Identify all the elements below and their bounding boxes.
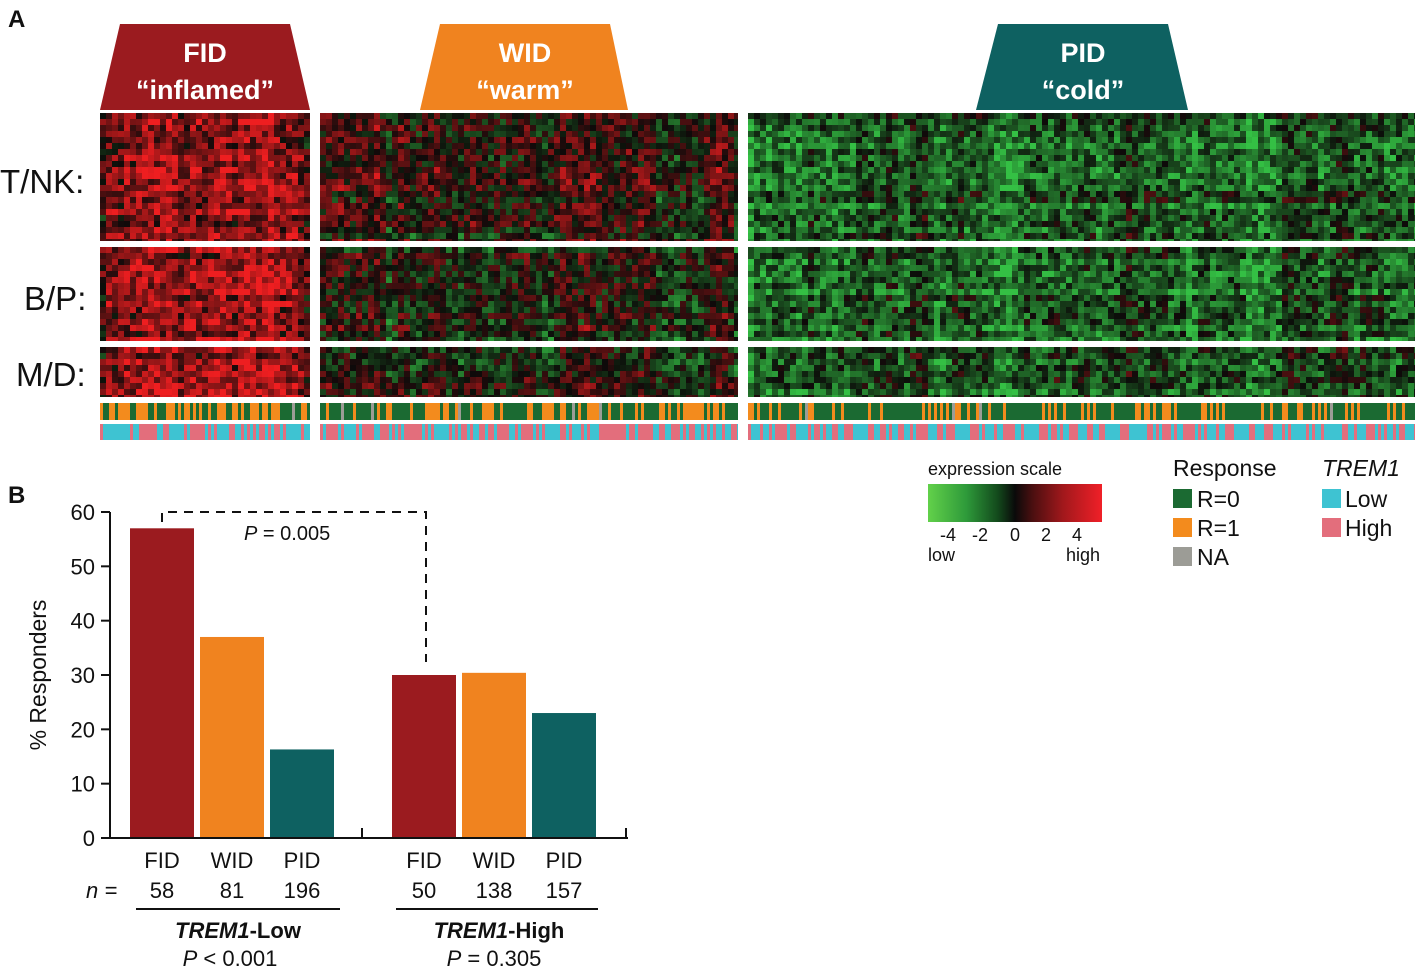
panel-a-label: A bbox=[8, 6, 25, 33]
response-na-label: NA bbox=[1197, 544, 1230, 570]
row-label-m-d: M/D: bbox=[16, 356, 86, 393]
scale-tick-minus4: -4 bbox=[940, 525, 956, 545]
expression-scale-title: expression scale bbox=[928, 459, 1062, 479]
fid-heatmap-band-2 bbox=[100, 347, 310, 397]
scale-low-label: low bbox=[928, 545, 956, 565]
wid-response-track bbox=[320, 403, 738, 420]
fid-header-trapezoid bbox=[100, 24, 310, 110]
significance-bracket bbox=[161, 511, 427, 662]
wid-heatmap-band-0 bbox=[320, 113, 738, 241]
fid-heatmap-band-1 bbox=[100, 247, 310, 341]
x-n-label: 58 bbox=[150, 878, 174, 903]
trem1-legend-title: TREM1 bbox=[1322, 455, 1400, 481]
trem1-low-group-label: TREM1-Low bbox=[175, 918, 302, 943]
wid-group-name: WID bbox=[499, 38, 551, 68]
bar-wid-trem1-high bbox=[462, 672, 526, 838]
x-axis-labels: FID 58 WID 81 PID 196 FID 50 WID 138 PID 157 bbox=[144, 848, 582, 903]
x-n-label: 50 bbox=[412, 878, 436, 903]
x-category-label: FID bbox=[144, 848, 179, 873]
response-legend-title: Response bbox=[1173, 455, 1277, 481]
pid-header-trapezoid bbox=[976, 24, 1188, 110]
row-label-t-nk: T/NK: bbox=[0, 163, 84, 200]
x-category-label: WID bbox=[211, 848, 254, 873]
x-category-label: PID bbox=[284, 848, 321, 873]
bar-pid-trem1-high bbox=[532, 713, 596, 838]
x-category-label: PID bbox=[546, 848, 583, 873]
y-tick-label-60: 60 bbox=[71, 500, 95, 525]
fid-group-descriptor: “inflamed” bbox=[136, 75, 274, 105]
bar-wid-trem1-low bbox=[200, 636, 264, 838]
y-axis-ticks: 0 10 20 30 40 50 60 bbox=[71, 500, 110, 851]
fid-response-track bbox=[100, 403, 310, 420]
trem1-high-swatch bbox=[1322, 518, 1341, 537]
heatmap bbox=[100, 113, 1415, 397]
panel-b-label: B bbox=[8, 482, 25, 509]
fid-trem1-track bbox=[100, 424, 310, 440]
trem1-low-label: Low bbox=[1345, 486, 1388, 512]
wid-group-descriptor: “warm” bbox=[476, 75, 574, 105]
pid-group-name: PID bbox=[1060, 38, 1105, 68]
wid-heatmap-band-1 bbox=[320, 247, 738, 341]
fid-heatmap-band-0 bbox=[100, 113, 310, 241]
pid-heatmap-band-1 bbox=[748, 247, 1415, 341]
bar-fid-trem1-low bbox=[130, 528, 194, 838]
y-tick-label-50: 50 bbox=[71, 554, 95, 579]
scale-tick-2: 2 bbox=[1041, 525, 1051, 545]
scale-tick-4: 4 bbox=[1072, 525, 1082, 545]
bar-pid-trem1-low bbox=[270, 749, 334, 838]
pid-trem1-track bbox=[748, 424, 1415, 440]
bar-series bbox=[130, 528, 596, 838]
n-prefix: n = bbox=[86, 878, 117, 903]
y-tick-label-40: 40 bbox=[71, 609, 95, 634]
x-category-label: WID bbox=[473, 848, 516, 873]
trem1-high-label: High bbox=[1345, 515, 1392, 541]
scale-tick-0: 0 bbox=[1010, 525, 1020, 545]
y-tick-label-30: 30 bbox=[71, 663, 95, 688]
expression-scale-bar bbox=[928, 484, 1102, 522]
y-tick-label-10: 10 bbox=[71, 772, 95, 797]
wid-heatmap-band-2 bbox=[320, 347, 738, 397]
scale-high-label: high bbox=[1066, 545, 1100, 565]
pid-response-track bbox=[748, 403, 1415, 420]
row-label-b-p: B/P: bbox=[24, 280, 86, 317]
x-n-label: 157 bbox=[546, 878, 583, 903]
response-r0-label: R=0 bbox=[1197, 486, 1240, 512]
wid-header-trapezoid bbox=[420, 24, 628, 110]
bar-fid-trem1-high bbox=[392, 675, 456, 838]
response-r0-swatch bbox=[1173, 489, 1192, 508]
pid-group-descriptor: “cold” bbox=[1042, 75, 1125, 105]
comparison-p-value: P = 0.005 bbox=[244, 523, 330, 545]
trem1-low-swatch bbox=[1322, 489, 1341, 508]
x-category-label: FID bbox=[406, 848, 441, 873]
x-n-label: 196 bbox=[284, 878, 321, 903]
trem1-high-group-label: TREM1-High bbox=[434, 918, 565, 943]
wid-trem1-track bbox=[320, 424, 738, 440]
pid-heatmap-band-0 bbox=[748, 113, 1415, 241]
x-n-label: 81 bbox=[220, 878, 244, 903]
response-r1-swatch bbox=[1173, 518, 1192, 537]
x-n-label: 138 bbox=[476, 878, 513, 903]
trem1-high-p-value: P = 0.305 bbox=[447, 946, 542, 970]
y-tick-label-0: 0 bbox=[83, 826, 95, 851]
annotation-tracks bbox=[100, 403, 1415, 440]
y-axis-title: % Responders bbox=[25, 600, 51, 751]
pid-heatmap-band-2 bbox=[748, 347, 1415, 397]
scale-tick-minus2: -2 bbox=[972, 525, 988, 545]
response-r1-label: R=1 bbox=[1197, 515, 1240, 541]
y-tick-label-20: 20 bbox=[71, 717, 95, 742]
fid-group-name: FID bbox=[183, 38, 227, 68]
response-na-swatch bbox=[1173, 547, 1192, 566]
trem1-low-p-value: P < 0.001 bbox=[183, 946, 278, 970]
